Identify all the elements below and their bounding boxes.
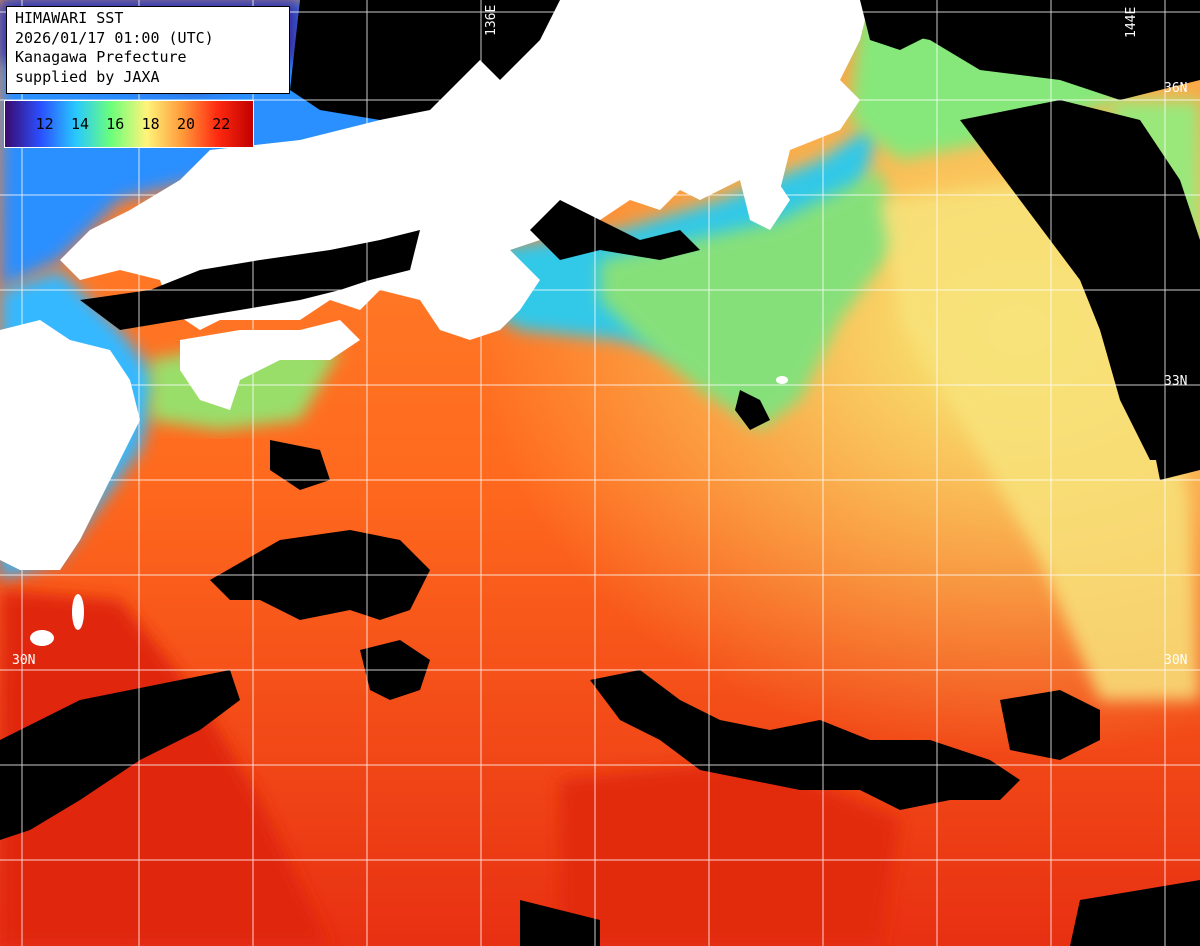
colorbar-tick: 12: [35, 115, 54, 133]
colorbar-tick: 14: [70, 115, 90, 133]
mixing-water: [600, 170, 900, 430]
colorbar-tick: 20: [176, 115, 195, 133]
lat-label-33-left: 33: [10, 374, 26, 389]
credit-label: supplied by JAXA: [15, 67, 160, 86]
temperature-colorbar: 12 14 16 18 20 22: [4, 100, 254, 148]
map-title: HIMAWARI SST: [15, 9, 124, 27]
warm-southwest: [0, 590, 330, 946]
lat-label-36n: 36N: [1164, 81, 1188, 96]
colorbar-tick: 22: [212, 115, 231, 133]
lat-label-30n-right: 30N: [1164, 653, 1188, 668]
region-label: Kanagawa Prefecture: [15, 48, 187, 66]
lon-label-136e: 136E: [484, 4, 499, 36]
info-box: HIMAWARI SST 2026/01/17 01:00 (UTC) Kana…: [6, 6, 290, 94]
lat-label-33n-right: 33N: [1164, 374, 1188, 389]
colorbar-tick: 18: [141, 115, 160, 133]
lat-label-30n-left: 30N: [12, 653, 36, 668]
timestamp: 2026/01/17 01:00 (UTC): [15, 28, 214, 47]
land: [0, 0, 870, 646]
warm-south: [560, 760, 900, 946]
colorbar-tick: 16: [106, 115, 125, 133]
lon-label-144e: 144E: [1124, 6, 1139, 38]
